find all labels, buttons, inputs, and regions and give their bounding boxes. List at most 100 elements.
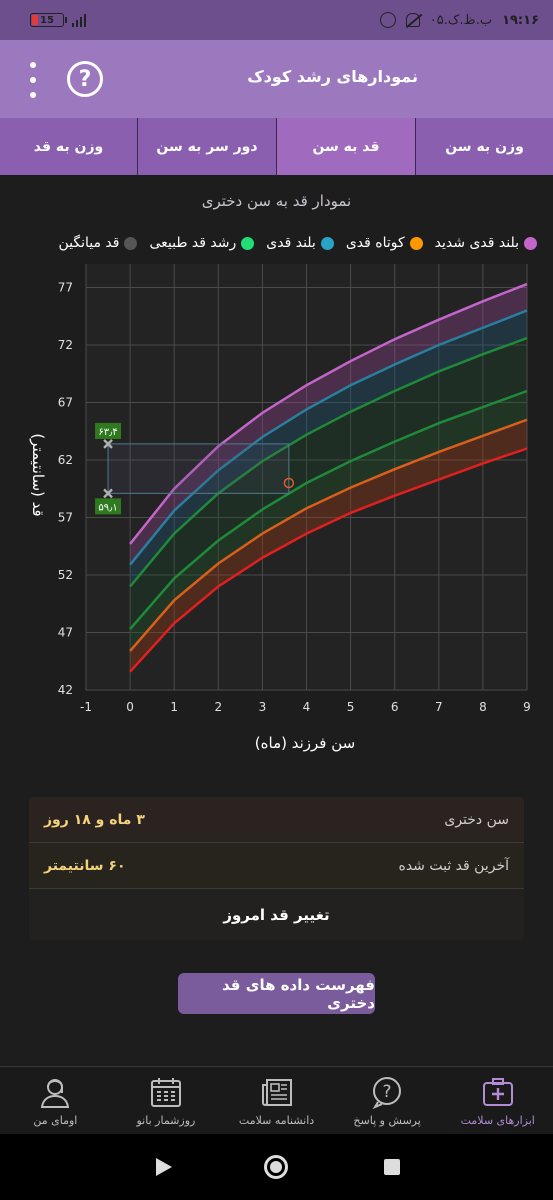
legend-label: قد میانگین — [58, 235, 120, 251]
series-line-1 — [129, 309, 528, 566]
nav-health-tools[interactable]: ابزارهای سلامت — [442, 1067, 553, 1134]
age-row: سن دختری ۳ ماه و ۱۸ روز — [29, 797, 524, 843]
medical-bag-icon — [481, 1075, 515, 1109]
y-tick-label: 57 — [58, 511, 73, 525]
chart-title: نمودار قد به سن دختری — [201, 192, 352, 210]
home-icon[interactable] — [264, 1155, 288, 1179]
y-tick-label: 67 — [58, 396, 73, 410]
nav-label: پرسش و پاسخ — [353, 1114, 421, 1127]
tab-bar: وزن به قد دور سر به سن قد به سن وزن به س… — [0, 118, 553, 175]
app-title: نمودارهای رشد کودک — [247, 67, 418, 86]
reference-label-bg — [95, 498, 122, 515]
height-list-button[interactable]: فهرست داده های قد دختری — [178, 973, 375, 1014]
legend-label: بلند قدی — [266, 235, 316, 251]
nav-calendar[interactable]: روزشمار بانو — [111, 1067, 222, 1134]
x-tick-label: 6 — [391, 700, 399, 714]
nav-label: دانشنامه سلامت — [238, 1114, 315, 1127]
app-bar: ? نمودارهای رشد کودک — [0, 40, 553, 118]
legend-item: بلند قدی — [266, 232, 334, 254]
y-tick-label: 62 — [58, 453, 73, 467]
profile-icon — [38, 1075, 72, 1109]
reference-label-bg — [95, 422, 122, 439]
x-tick-label: 1 — [170, 700, 178, 714]
legend-label: رشد قد طبیعی — [149, 235, 237, 251]
back-icon[interactable] — [156, 1158, 172, 1176]
x-tick-label: 9 — [523, 700, 531, 714]
status-right: ۱۹:۱۶ ب.ظ.ک.۰۵ — [379, 12, 539, 28]
tab-weight-to-height[interactable]: وزن به قد — [33, 138, 104, 155]
battery-level: 15 — [40, 14, 54, 26]
tab-weight-to-age[interactable]: وزن به سن — [415, 118, 553, 175]
battery-icon: 15 — [30, 13, 67, 27]
mute-icon — [405, 13, 420, 27]
info-card: سن دختری ۳ ماه و ۱۸ روز آخرین قد ثبت شده… — [29, 797, 524, 940]
calendar-icon — [149, 1075, 183, 1109]
help-icon[interactable]: ? — [67, 61, 103, 97]
legend-dot — [241, 236, 255, 250]
status-carrier: ب.ظ.ک.۰۵ — [429, 12, 493, 28]
child-point — [283, 477, 295, 489]
status-left: 15 — [30, 13, 86, 27]
chart-band — [130, 338, 527, 630]
system-nav-bar — [0, 1134, 553, 1200]
tab-head-to-age[interactable]: دور سر به سن — [137, 118, 276, 175]
series-line-3 — [129, 389, 528, 630]
reference-label: ۵۹٫۱ — [98, 502, 117, 513]
legend-label: کوتاه قدی — [345, 235, 405, 251]
status-bar: 15 ۱۹:۱۶ ب.ظ.ک.۰۵ — [0, 0, 553, 40]
chart-markers: ۶۳٫۴ ۵۹٫۱ — [95, 422, 295, 515]
x-axis-label: سن فرزند (ماه) — [255, 734, 355, 752]
chart-band — [130, 284, 527, 565]
chart-lines — [129, 282, 528, 673]
chart-legend: بلند قدی شدید کوتاه قدی بلند قدی رشد قد … — [0, 232, 553, 254]
age-label: سن دختری — [444, 811, 509, 828]
status-time: ۱۹:۱۶ — [502, 12, 539, 28]
x-tick-label: 2 — [214, 700, 222, 714]
nav-profile[interactable]: اومای من — [0, 1067, 111, 1134]
recents-icon[interactable] — [384, 1159, 400, 1175]
height-row: آخرین قد ثبت شده ۶۰ سانتیمتر — [29, 843, 524, 889]
reference-point — [103, 439, 113, 449]
x-tick-label: 0 — [126, 700, 134, 714]
height-label: آخرین قد ثبت شده — [398, 857, 510, 874]
legend-item: بلند قدی شدید — [435, 232, 537, 254]
newspaper-icon — [260, 1075, 294, 1109]
series-line-4 — [129, 418, 528, 652]
y-tick-label: 72 — [58, 338, 73, 352]
bottom-nav: ابزارهای سلامت ? پرسش و پاسخ دانشنامه سل… — [0, 1066, 553, 1134]
nav-label: اومای من — [33, 1114, 78, 1127]
y-tick-label: 47 — [58, 626, 73, 640]
legend-item: کوتاه قدی — [346, 232, 423, 254]
signal-icon — [72, 13, 86, 27]
x-tick-label: 4 — [303, 700, 311, 714]
change-height-button[interactable]: تغییر قد امروز — [223, 905, 330, 924]
legend-label: بلند قدی شدید — [434, 235, 519, 251]
legend-item: قد میانگین — [58, 232, 138, 254]
reference-point — [103, 488, 113, 499]
x-tick-label: 8 — [479, 700, 487, 714]
tab-height-to-age[interactable]: قد به سن — [276, 118, 415, 175]
x-tick-label: -1 — [80, 700, 92, 714]
alarm-icon — [379, 12, 396, 28]
reference-label: ۶۳٫۴ — [98, 427, 117, 438]
x-tick-label: 5 — [347, 700, 355, 714]
nav-questions[interactable]: ? پرسش و پاسخ — [332, 1067, 443, 1134]
overflow-menu-icon[interactable] — [27, 62, 39, 98]
reference-box — [107, 443, 290, 494]
nav-encyclopedia[interactable]: دانشنامه سلامت — [221, 1067, 332, 1134]
y-tick-label: 42 — [58, 683, 73, 697]
height-value: ۶۰ سانتیمتر — [44, 857, 126, 874]
legend-dot — [409, 236, 423, 250]
series-line-2 — [129, 336, 528, 588]
x-tick-label: 3 — [259, 700, 267, 714]
nav-label: روزشمار بانو — [136, 1114, 196, 1127]
age-value: ۳ ماه و ۱۸ روز — [44, 811, 145, 828]
legend-dot — [524, 236, 537, 250]
y-tick-label: 52 — [58, 568, 73, 582]
question-bubble-icon: ? — [370, 1075, 404, 1110]
chart-band — [130, 310, 527, 587]
legend-dot — [320, 236, 334, 250]
series-line-5 — [129, 447, 528, 673]
